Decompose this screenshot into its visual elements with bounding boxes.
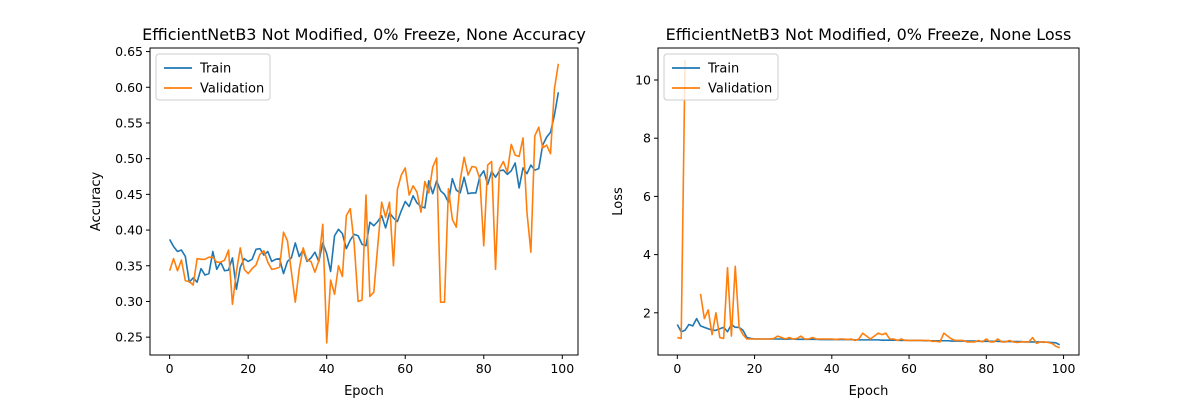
loss-chart-y-tick-label: 4 [643, 247, 651, 262]
loss-chart-y-tick-label: 8 [643, 131, 651, 146]
accuracy-chart-y-tick-label: 0.50 [115, 151, 143, 166]
accuracy-chart-y-axis-label: Accuracy [89, 172, 104, 232]
accuracy-chart-y-tick-label: 0.40 [115, 223, 143, 238]
accuracy-chart-x-axis-label: Epoch [344, 384, 384, 399]
loss-chart-x-axis-label: Epoch [849, 384, 889, 399]
loss-chart-x-tick-label: 40 [824, 361, 840, 376]
accuracy-chart-x-tick-label: 100 [550, 361, 574, 376]
accuracy-chart-axes-frame [149, 47, 579, 356]
loss-chart: EfficientNetB3 Not Modified, 0% Freeze, … [611, 25, 1080, 399]
accuracy-chart-y-tick-label: 0.35 [115, 258, 143, 273]
loss-chart-legend: Train Validation [663, 53, 779, 101]
loss-chart-x-tick-label: 60 [901, 361, 917, 376]
accuracy-chart-y-tick-label: 0.65 [115, 44, 143, 59]
loss-chart-x-tick-label: 0 [673, 361, 681, 376]
loss-chart-title: EfficientNetB3 Not Modified, 0% Freeze, … [666, 25, 1072, 44]
accuracy-chart-legend-label-validation: Validation [200, 82, 264, 97]
loss-chart-x-tick-label: 80 [978, 361, 994, 376]
accuracy-chart-x-tick-label: 0 [166, 361, 174, 376]
loss-chart-axes-frame [657, 47, 1080, 356]
loss-chart-x-tick-label: 20 [747, 361, 763, 376]
accuracy-chart: EfficientNetB3 Not Modified, 0% Freeze, … [89, 25, 586, 399]
accuracy-chart-legend-label-train: Train [199, 62, 231, 77]
accuracy-chart-y-tick-label: 0.30 [115, 294, 143, 309]
accuracy-chart-y-tick-label: 0.55 [115, 115, 143, 130]
accuracy-chart-x-tick-label: 60 [397, 361, 413, 376]
loss-chart-x-tick-label: 100 [1052, 361, 1076, 376]
accuracy-chart-title: EfficientNetB3 Not Modified, 0% Freeze, … [142, 25, 586, 44]
accuracy-chart-series-validation-line [168, 63, 560, 344]
accuracy-chart-x-tick-label: 40 [319, 361, 335, 376]
loss-chart-series-validation-line [677, 59, 1060, 349]
loss-chart-series-train-line [676, 317, 1061, 346]
loss-chart-legend-label-validation: Validation [708, 82, 772, 97]
accuracy-chart-x-tick-label: 80 [476, 361, 492, 376]
accuracy-chart-legend: Train Validation [155, 53, 271, 101]
accuracy-chart-x-tick-label: 20 [240, 361, 256, 376]
loss-chart-y-tick-label: 10 [635, 73, 651, 88]
accuracy-chart-y-tick-label: 0.25 [115, 330, 143, 345]
accuracy-chart-y-tick-label: 0.60 [115, 80, 143, 95]
accuracy-chart-y-tick-label: 0.45 [115, 187, 143, 202]
loss-chart-y-tick-label: 2 [643, 305, 651, 320]
loss-chart-y-axis-label: Loss [611, 187, 626, 216]
loss-chart-legend-label-train: Train [707, 62, 739, 77]
loss-chart-y-tick-label: 6 [643, 189, 651, 204]
